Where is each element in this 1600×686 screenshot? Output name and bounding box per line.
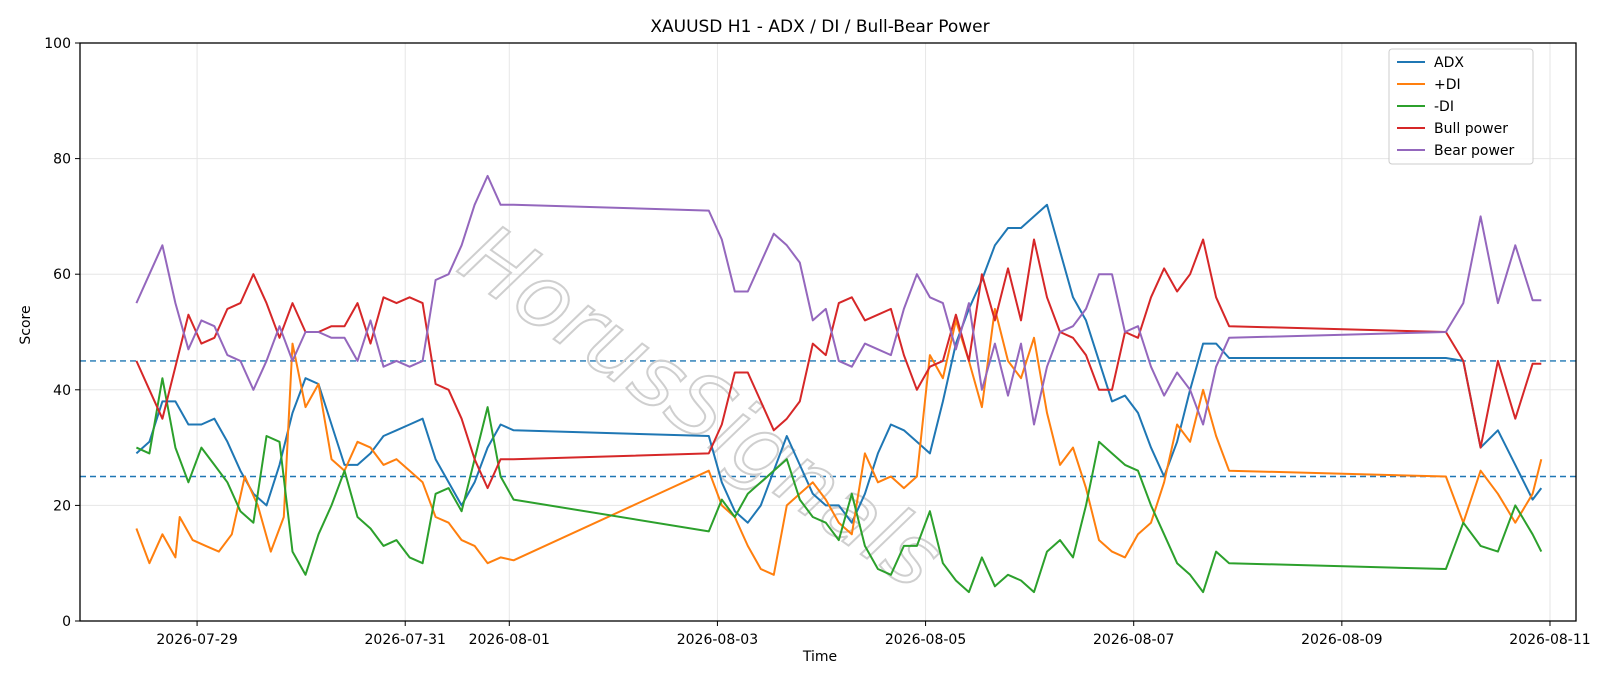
- series-line-bull-power: [135, 238, 1542, 490]
- legend-label: Bull power: [1434, 121, 1508, 137]
- legend: ADX +DI -DI Bull power Bear power: [1388, 48, 1534, 165]
- y-tick-label: 60: [53, 267, 71, 283]
- y-axis-ticks: 0 20 40 60 80 100: [44, 36, 80, 630]
- x-tick-label: 2026-08-05: [885, 632, 966, 648]
- legend-label: +DI: [1434, 77, 1461, 93]
- series-group: [135, 174, 1543, 594]
- y-tick-label: 100: [44, 36, 71, 52]
- y-axis-label: Score: [18, 305, 34, 344]
- series-line-di: [135, 307, 1543, 576]
- x-tick-label: 2026-08-07: [1093, 632, 1174, 648]
- x-tick-label: 2026-07-31: [365, 632, 446, 648]
- chart-title: XAUUSD H1 - ADX / DI / Bull-Bear Power: [650, 17, 989, 37]
- legend-label: -DI: [1434, 99, 1454, 115]
- x-tick-label: 2026-08-01: [469, 632, 550, 648]
- x-axis-ticks: 2026-07-29 2026-07-31 2026-08-01 2026-08-03…: [156, 621, 1591, 648]
- y-tick-label: 20: [53, 498, 71, 514]
- x-axis-label: Time: [802, 649, 837, 665]
- x-tick-label: 2026-08-09: [1301, 632, 1382, 648]
- series-line-adx: [135, 203, 1543, 524]
- series-line-bear-power: [135, 174, 1542, 426]
- y-tick-label: 0: [62, 614, 71, 630]
- y-tick-label: 40: [53, 383, 71, 399]
- legend-box: [1388, 48, 1534, 165]
- plot-frame: [79, 42, 1577, 622]
- y-tick-label: 80: [53, 152, 71, 168]
- x-tick-label: 2026-07-29: [156, 632, 237, 648]
- watermark: HorusSignals: [443, 205, 960, 609]
- legend-label: ADX: [1434, 55, 1464, 71]
- x-tick-label: 2026-08-11: [1509, 632, 1590, 648]
- x-tick-label: 2026-08-03: [677, 632, 758, 648]
- legend-label: Bear power: [1434, 143, 1515, 159]
- series-line-di: [135, 377, 1543, 594]
